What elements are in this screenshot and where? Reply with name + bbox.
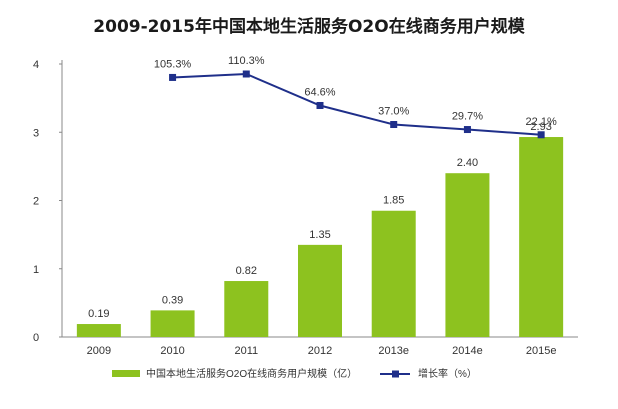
- x-tick-label: 2015e: [526, 345, 557, 357]
- bar-value-label: 0.82: [236, 265, 257, 277]
- bar: [224, 281, 269, 337]
- growth-label: 37.0%: [378, 106, 409, 118]
- legend-label-bar: 中国本地生活服务O2O在线商务用户规模（亿）: [146, 367, 357, 380]
- bar-value-label: 0.39: [162, 294, 183, 306]
- bar-value-label: 2.93: [530, 121, 551, 133]
- bar: [371, 210, 416, 337]
- growth-line: [172, 72, 542, 136]
- growth-label: 105.3%: [154, 58, 192, 70]
- bar: [519, 137, 564, 337]
- x-tick-label: 2010: [160, 345, 184, 357]
- y-tick-label: 0: [33, 332, 39, 344]
- x-tick-label: 2013e: [378, 345, 409, 357]
- bar-value-label: 2.40: [457, 157, 478, 169]
- growth-point: [169, 73, 177, 81]
- growth-point: [463, 126, 471, 134]
- bar: [76, 324, 121, 337]
- x-tick-label: 2014e: [452, 345, 483, 357]
- bar-value-label: 1.35: [309, 229, 330, 241]
- y-tick-label: 3: [33, 127, 39, 139]
- growth-label: 64.6%: [304, 86, 335, 98]
- bar: [298, 244, 342, 337]
- growth-point: [390, 121, 398, 129]
- y-tick-label: 4: [33, 59, 39, 71]
- bar-value-label: 1.85: [383, 195, 404, 207]
- bar: [445, 173, 490, 337]
- bar: [150, 310, 195, 337]
- legend-swatch-marker: [392, 370, 399, 378]
- growth-label: 29.7%: [452, 111, 483, 123]
- legend-swatch-bar: [112, 370, 140, 377]
- bar-value-label: 0.19: [88, 308, 109, 320]
- x-tick-label: 2012: [308, 345, 332, 357]
- y-tick-label: 2: [33, 196, 39, 208]
- growth-label: 110.3%: [228, 55, 265, 67]
- x-tick-label: 2011: [234, 345, 258, 357]
- growth-point: [316, 101, 324, 109]
- y-tick-label: 1: [33, 264, 39, 276]
- x-tick-label: 2009: [87, 345, 111, 357]
- growth-point: [242, 70, 250, 78]
- growth-label: 22.1%: [526, 116, 557, 128]
- chart-title: 2009-2015年中国本地生活服务O2O在线商务用户规模: [93, 17, 525, 37]
- growth-point: [537, 131, 545, 139]
- legend-label-line: 增长率（%）: [418, 367, 477, 380]
